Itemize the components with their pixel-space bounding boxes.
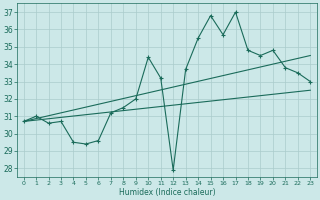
X-axis label: Humidex (Indice chaleur): Humidex (Indice chaleur): [119, 188, 215, 197]
